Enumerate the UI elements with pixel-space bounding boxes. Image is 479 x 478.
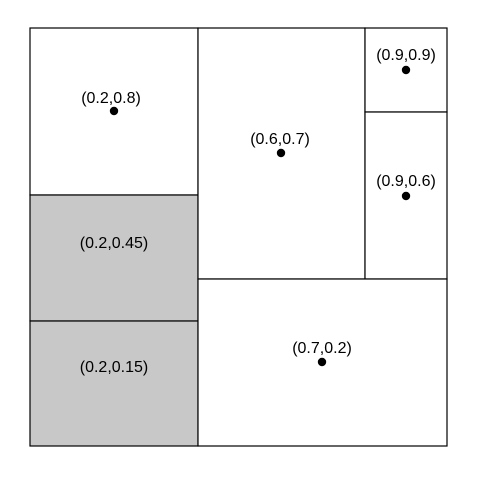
- region-cell: (0.7,0.2): [197, 278, 448, 447]
- cell-label-2: (0.2,0.45): [80, 235, 148, 252]
- point-marker-6: [401, 191, 411, 201]
- cell-rect-2: [29, 194, 199, 322]
- cell-rect-3: [29, 320, 199, 447]
- region-cell: (0.2,0.45): [29, 194, 199, 322]
- region-cell: (0.9,0.6): [364, 111, 448, 280]
- point-marker-7: [317, 357, 327, 367]
- cell-label-4: (0.6,0.7): [250, 131, 310, 148]
- region-cell: (0.9,0.9): [364, 27, 448, 113]
- cell-label-3: (0.2,0.15): [80, 359, 148, 376]
- cell-label-1: (0.2,0.8): [81, 90, 141, 107]
- cell-label-5: (0.9,0.9): [376, 47, 436, 64]
- region-cell: (0.2,0.15): [29, 320, 199, 447]
- point-marker-1: [109, 106, 119, 116]
- cell-label-6: (0.9,0.6): [376, 173, 436, 190]
- point-marker-4: [276, 148, 286, 158]
- point-marker-5: [401, 65, 411, 75]
- region-cell: (0.2,0.8): [29, 27, 199, 196]
- region-cell: (0.6,0.7): [197, 27, 366, 280]
- cell-label-7: (0.7,0.2): [292, 340, 352, 357]
